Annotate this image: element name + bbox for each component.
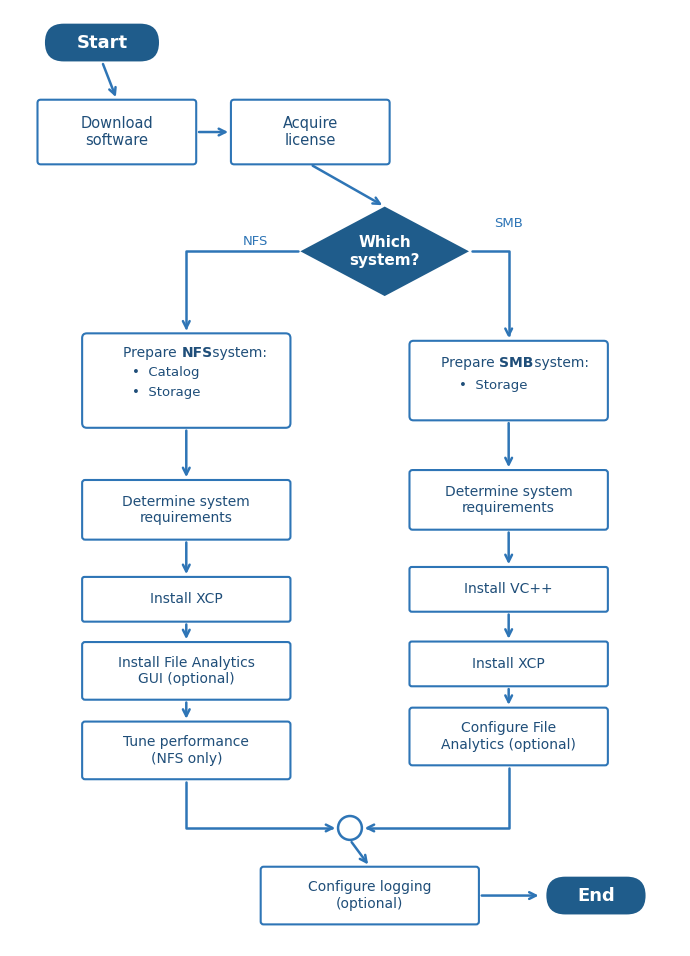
FancyBboxPatch shape (231, 99, 390, 164)
FancyBboxPatch shape (409, 340, 608, 421)
FancyBboxPatch shape (82, 642, 290, 700)
FancyBboxPatch shape (45, 24, 159, 61)
Text: Install File Analytics
GUI (optional): Install File Analytics GUI (optional) (118, 656, 255, 686)
Text: system:: system: (208, 346, 267, 359)
Text: Prepare: Prepare (124, 346, 181, 359)
Polygon shape (300, 206, 469, 296)
Text: Install VC++: Install VC++ (464, 582, 553, 597)
Text: NFS: NFS (181, 346, 213, 359)
Text: End: End (577, 886, 615, 904)
FancyBboxPatch shape (82, 576, 290, 621)
Text: system:: system: (531, 356, 589, 370)
Text: SMB: SMB (494, 217, 523, 230)
FancyBboxPatch shape (82, 722, 290, 779)
FancyBboxPatch shape (82, 480, 290, 539)
FancyBboxPatch shape (409, 641, 608, 686)
FancyBboxPatch shape (409, 567, 608, 612)
FancyBboxPatch shape (261, 867, 479, 924)
FancyBboxPatch shape (409, 707, 608, 766)
Text: •  Catalog: • Catalog (132, 366, 199, 380)
Text: Determine system
requirements: Determine system requirements (122, 494, 250, 525)
FancyBboxPatch shape (82, 334, 290, 427)
FancyBboxPatch shape (546, 877, 646, 915)
Text: •  Storage: • Storage (459, 379, 528, 392)
Text: Install XCP: Install XCP (472, 657, 545, 671)
Text: Acquire
license: Acquire license (283, 116, 338, 148)
Text: Start: Start (77, 33, 128, 52)
Text: Tune performance
(NFS only): Tune performance (NFS only) (124, 735, 249, 766)
Text: Configure logging
(optional): Configure logging (optional) (308, 880, 431, 911)
Circle shape (338, 816, 362, 840)
Text: Which
system?: Which system? (349, 235, 420, 268)
Text: SMB: SMB (499, 356, 533, 370)
FancyBboxPatch shape (409, 470, 608, 530)
Text: Download
software: Download software (81, 116, 153, 148)
Text: •  Storage: • Storage (132, 386, 200, 399)
FancyBboxPatch shape (37, 99, 196, 164)
Text: Prepare: Prepare (441, 356, 499, 370)
Text: Determine system
requirements: Determine system requirements (445, 485, 573, 515)
Text: NFS: NFS (243, 235, 268, 248)
Text: Install XCP: Install XCP (150, 593, 223, 606)
Text: Configure File
Analytics (optional): Configure File Analytics (optional) (441, 722, 576, 751)
